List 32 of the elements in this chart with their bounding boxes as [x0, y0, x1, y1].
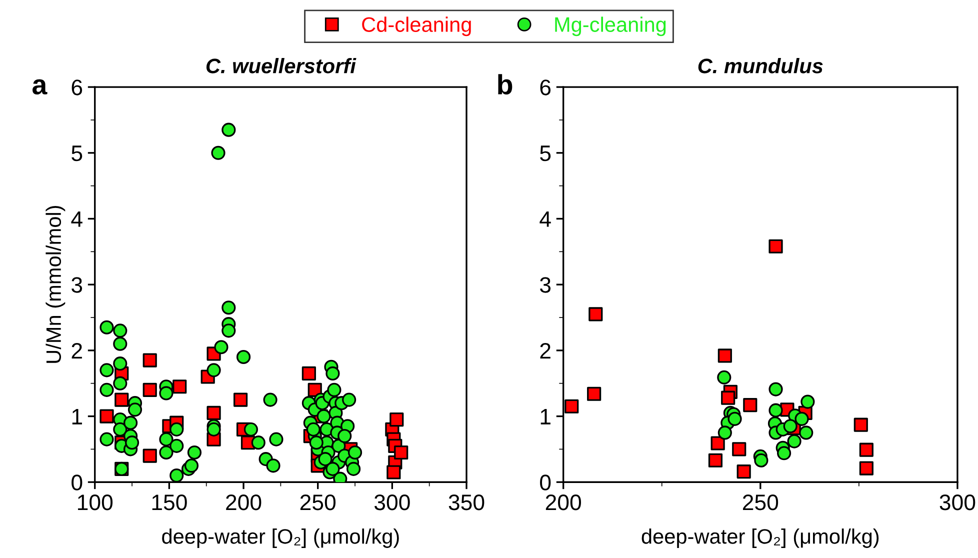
y-tick-label: 6: [72, 80, 82, 96]
x-tick-label: 350: [448, 494, 484, 510]
x-tick-label: 300: [374, 494, 410, 510]
chart-title: C. mundulus: [698, 58, 823, 74]
text: a: [32, 79, 48, 95]
y-tick-label: 4: [71, 212, 82, 227]
y-tick-label: 1: [540, 409, 550, 424]
y-tick-label: 6: [540, 80, 551, 96]
y-tick-label: 1: [72, 409, 82, 424]
y-tick-label: 5: [72, 146, 82, 162]
x-tick-label: 200: [226, 494, 262, 510]
x-tick-label: 200: [546, 494, 581, 510]
y-tick-label: 0: [540, 474, 551, 490]
x-axis-title: deep-water [O₂] (μmol/kg): [642, 528, 879, 548]
x-tick-label: 250: [300, 494, 336, 510]
legend-label: Mg-cleaning: [555, 16, 666, 36]
y-axis-title: U/Mn (mmol/mol): [46, 206, 66, 363]
x-tick-label: 100: [78, 494, 113, 510]
y-tick-label: 2: [540, 342, 550, 358]
y-tick-label: 4: [540, 212, 551, 227]
chart-title: C. wuellerstorfi: [206, 58, 356, 74]
x-tick-label: 300: [940, 494, 976, 510]
legend-label: Cd-cleaning: [362, 16, 471, 36]
x-axis-title: deep-water [O₂] (μmol/kg): [162, 528, 399, 548]
y-tick-label: 3: [72, 277, 82, 293]
y-tick-label: 3: [540, 277, 551, 293]
text: b: [498, 74, 512, 95]
x-tick-label: 150: [152, 494, 187, 510]
x-tick-label: 250: [742, 494, 778, 510]
y-tick-label: 5: [540, 146, 551, 162]
y-tick-label: 0: [72, 474, 82, 490]
y-tick-label: 2: [72, 342, 82, 358]
